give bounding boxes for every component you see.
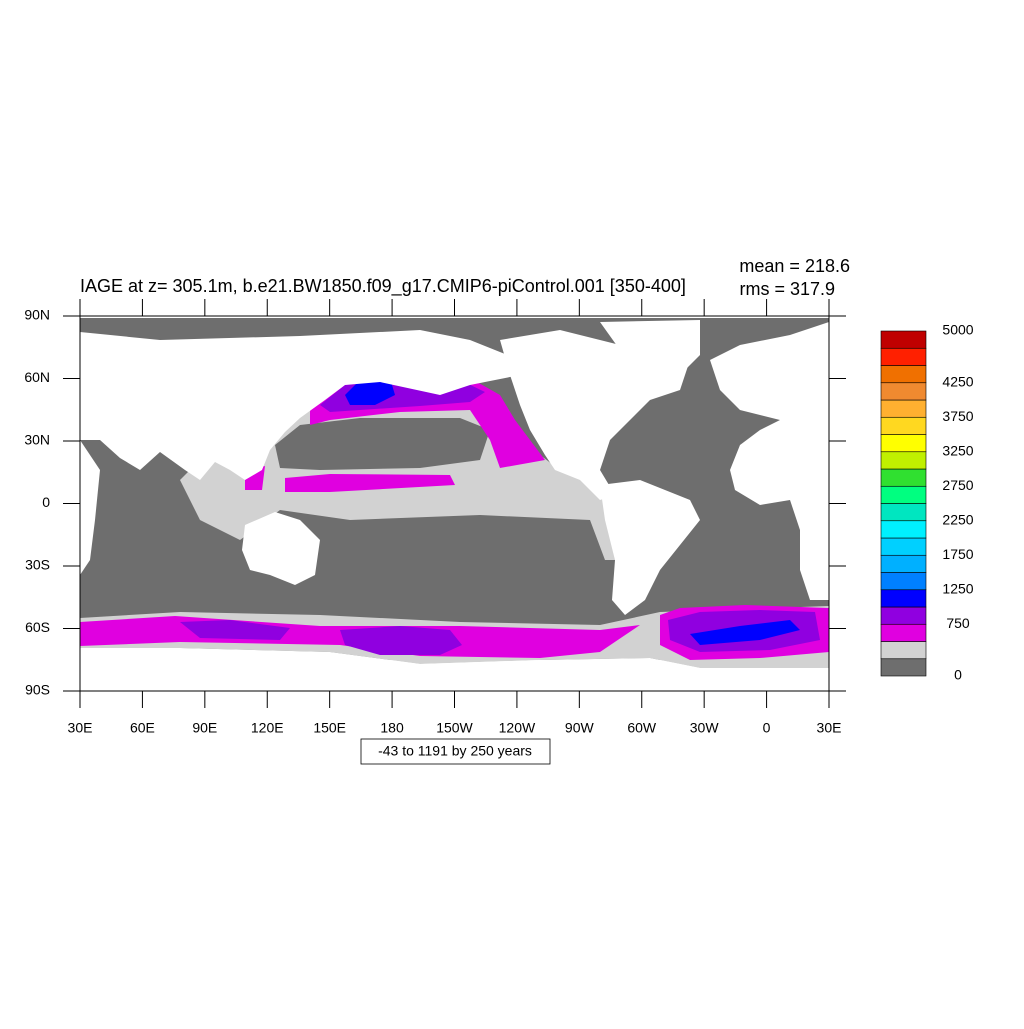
colorbar-box <box>880 589 927 608</box>
lon-tick-label: 0 <box>763 720 771 736</box>
lon-tick-label: 90E <box>192 720 217 736</box>
lon-tick-label: 30W <box>690 720 720 736</box>
colorbar-box <box>880 641 927 660</box>
lon-tick-label: 60E <box>130 720 155 736</box>
lat-tick-label: 60N <box>24 369 50 385</box>
lat-tick-label: 90N <box>24 307 50 323</box>
colorbar-label: 2250 <box>942 511 973 527</box>
colorbar-box <box>880 485 927 504</box>
colorbar-box <box>880 572 927 591</box>
land-europe-africa <box>710 322 829 600</box>
note-box <box>360 738 551 765</box>
colorbar-box <box>880 451 927 470</box>
lon-tick-label: 150E <box>313 720 346 736</box>
colorbar-label: 0 <box>954 667 962 683</box>
land-antarctica <box>80 648 829 691</box>
land-eurasia <box>80 330 575 480</box>
colorbar-label: 5000 <box>942 322 973 338</box>
colorbar-label: 750 <box>946 615 970 631</box>
land-greenland <box>600 320 700 395</box>
lat-tick-label: 30S <box>25 557 50 573</box>
lon-tick-label: 60W <box>627 720 657 736</box>
colorbar-box <box>880 606 927 625</box>
ocean-purple <box>340 626 462 655</box>
ocean-purple <box>180 620 290 640</box>
land-south-america <box>600 480 700 615</box>
colorbar-box <box>880 416 927 435</box>
colorbar-box <box>880 365 927 384</box>
lon-tick-label: 90W <box>565 720 595 736</box>
colorbar-box <box>880 434 927 453</box>
colorbar-box <box>880 554 927 573</box>
ocean-dark <box>275 418 490 470</box>
colorbar-box <box>880 468 927 487</box>
colorbar-label: 1250 <box>942 580 973 596</box>
land <box>80 320 829 691</box>
lat-tick-label: 60S <box>25 619 50 635</box>
lon-tick-label: 180 <box>380 720 404 736</box>
colorbar-box <box>880 347 927 366</box>
lat-tick-label: 90S <box>25 682 50 698</box>
ocean-magenta <box>285 474 455 492</box>
ocean-blue <box>690 620 800 645</box>
colorbar-label: 3250 <box>942 442 973 458</box>
land-australia <box>242 512 320 585</box>
lon-tick-label: 120E <box>251 720 284 736</box>
colorbar-box <box>880 330 927 349</box>
colorbar-label: 3750 <box>942 408 973 424</box>
rms: rms = 317.9 <box>739 279 835 299</box>
ocean-blue <box>345 378 395 405</box>
colorbar-box <box>880 658 927 677</box>
lon-tick-label: 120W <box>499 720 536 736</box>
lat-tick-label: 30N <box>24 432 50 448</box>
colorbar-box <box>880 503 927 522</box>
colorbar-label: 2750 <box>942 477 973 493</box>
colorbar-box <box>880 537 927 556</box>
lon-tick-label: 30E <box>68 720 93 736</box>
map-fill <box>80 318 829 691</box>
colorbar-box <box>880 382 927 401</box>
colorbar-label: 1750 <box>942 546 973 562</box>
note: -43 to 1191 by 250 years <box>378 743 532 759</box>
lat-tick-label: 0 <box>42 494 50 510</box>
land-africa-west <box>80 440 100 575</box>
colorbar-label: 4250 <box>942 373 973 389</box>
title: IAGE at z= 305.1m, b.e21.BW1850.f09_g17.… <box>80 276 686 297</box>
lon-tick-label: 150W <box>436 720 473 736</box>
mean: mean = 218.6 <box>739 256 850 276</box>
colorbar-box <box>880 399 927 418</box>
lon-tick-label: 30E <box>817 720 842 736</box>
colorbar-box <box>880 623 927 642</box>
colorbar-box <box>880 520 927 539</box>
